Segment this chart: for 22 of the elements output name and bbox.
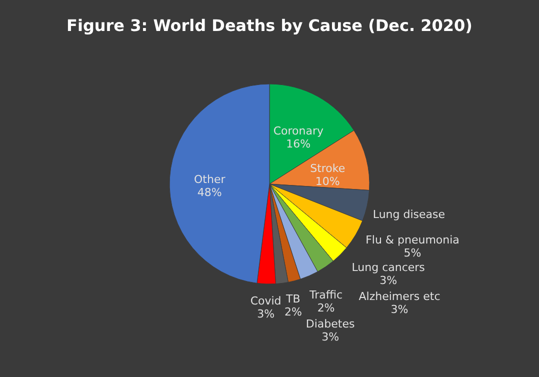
slice-label: Other — [194, 173, 226, 186]
data-label: 2% — [284, 306, 302, 319]
slice-label: Flu & pneumonia — [366, 234, 460, 247]
slice-label: Stroke — [310, 162, 346, 176]
data-label: 3% — [390, 303, 408, 316]
data-label: 2% — [317, 302, 335, 315]
data-label: 10% — [315, 175, 340, 188]
data-label: 3% — [322, 330, 340, 344]
slice-label: Coronary — [273, 124, 324, 138]
chart-title: Figure 3: World Deaths by Cause (Dec. 2020) — [66, 16, 472, 35]
data-label: 3% — [380, 274, 398, 288]
slice-label: Traffic — [308, 288, 343, 302]
data-label: 48% — [197, 186, 222, 200]
data-label: 5% — [404, 246, 422, 260]
slice-label: Diabetes — [306, 318, 355, 331]
data-label: 16% — [286, 137, 311, 150]
slice-label: Covid — [250, 294, 282, 308]
data-label: 3% — [257, 307, 275, 320]
slice-label: Lung cancers — [352, 261, 426, 274]
slice-label: Lung disease — [372, 208, 446, 222]
slice-label: TB — [285, 292, 300, 306]
slice-label: Alzheimers etc — [358, 290, 440, 304]
